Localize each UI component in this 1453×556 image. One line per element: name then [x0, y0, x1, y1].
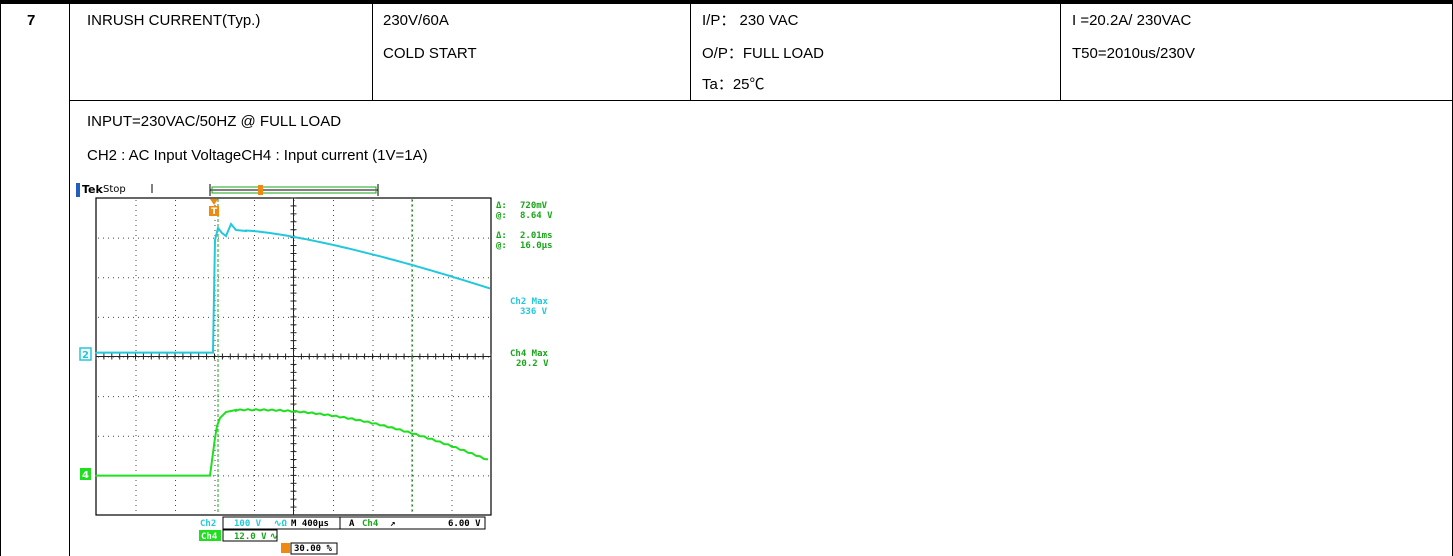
- trigger-edge: ↗: [390, 519, 395, 529]
- row-divider: [69, 100, 1453, 101]
- time-delta-value: 2.01ms: [520, 231, 553, 241]
- row-number: 7: [27, 12, 36, 29]
- amp-at-value: 8.64 V: [520, 211, 553, 221]
- scope-brand: Tek: [82, 183, 104, 196]
- scope-state: Stop: [103, 184, 126, 195]
- ch2-label: Ch2: [200, 519, 216, 529]
- setup-line-3: Ta：25℃: [702, 76, 765, 93]
- oscilloscope-capture: Tek Stop T 2 4: [76, 180, 580, 556]
- time-at-value: 16.0µs: [520, 241, 553, 251]
- ch4-ground-marker: 4: [80, 468, 91, 481]
- svg-text:4: 4: [82, 470, 89, 481]
- item-name: INRUSH CURRENT(Typ.): [87, 12, 261, 29]
- trig-pos-icon: [281, 543, 290, 553]
- result-line-2: T50=2010us/230V: [1072, 45, 1196, 62]
- amp-delta-label: Δ:: [496, 201, 507, 211]
- ch4-coupling: ∿: [270, 532, 278, 542]
- table-left-border: [0, 4, 1, 556]
- condition-line-1: 230V/60A: [383, 12, 449, 29]
- ch4-scale: 12.0 V: [234, 532, 267, 542]
- amp-delta-value: 720mV: [520, 201, 548, 211]
- ch4-label: Ch4: [201, 532, 218, 542]
- col-divider-2: [372, 4, 373, 101]
- svg-text:T: T: [211, 207, 218, 217]
- setup-line-1: I/P： 230 VAC: [702, 12, 799, 29]
- ch2-max-value: 336 V: [520, 307, 548, 317]
- timebase: M 400µs: [291, 519, 329, 529]
- setup-line-2: O/P：FULL LOAD: [702, 45, 824, 62]
- col-divider-1: [69, 4, 70, 556]
- ch2-waveform: [95, 222, 491, 354]
- ch4-max-label: Ch4 Max: [510, 349, 549, 359]
- col-divider-4: [1060, 4, 1061, 101]
- notes-line-2: CH2 : AC Input VoltageCH4 : Input curren…: [87, 147, 428, 164]
- amp-at-label: @:: [496, 211, 507, 221]
- notes-line-1: INPUT=230VAC/50HZ @ FULL LOAD: [87, 113, 342, 130]
- ch2-max-label: Ch2 Max: [510, 297, 549, 307]
- time-at-label: @:: [496, 241, 507, 251]
- trigger-level: 6.00 V: [448, 519, 481, 529]
- trigger-source-letter: A: [349, 519, 355, 529]
- oscilloscope-svg: Tek Stop T 2 4: [76, 183, 553, 555]
- ch4-waveform: [95, 408, 489, 477]
- condition-line-2: COLD START: [383, 45, 477, 62]
- ch4-box: [222, 529, 278, 542]
- record-view-bar: [209, 184, 379, 196]
- brand-accent: [76, 183, 80, 197]
- trigger-position: 30.00 %: [294, 544, 333, 554]
- ch4-label-bg: [199, 530, 221, 541]
- col-divider-3: [690, 4, 691, 101]
- time-delta-label: Δ:: [496, 231, 507, 241]
- ch2-ground-marker: 2: [79, 347, 92, 361]
- result-line-1: I =20.2A/ 230VAC: [1072, 12, 1192, 29]
- ch2-scale: 100 V: [234, 519, 262, 529]
- settings-box: [222, 516, 486, 530]
- trigger-marker: T: [209, 199, 219, 217]
- ch4-max-value: 20.2 V: [516, 359, 549, 369]
- trig-pos-box: [290, 542, 338, 555]
- trigger-source: Ch4: [362, 519, 379, 529]
- ch2-coupling: ∿Ω: [274, 519, 288, 529]
- table-top-border: [0, 0, 1453, 4]
- svg-text:2: 2: [82, 350, 89, 361]
